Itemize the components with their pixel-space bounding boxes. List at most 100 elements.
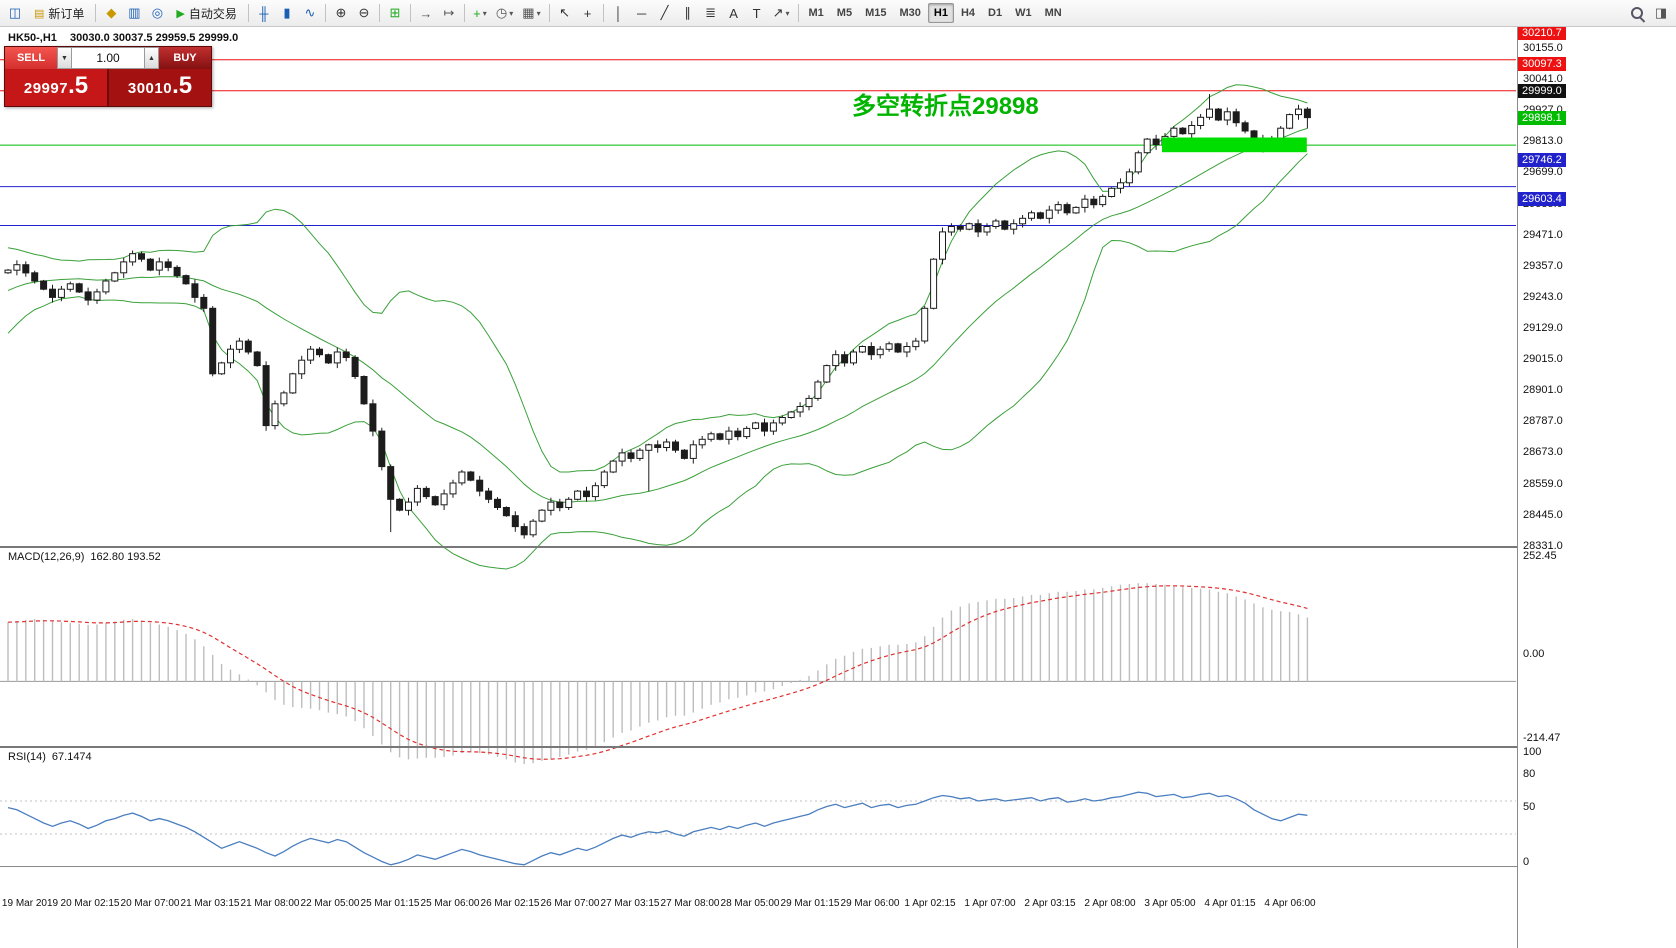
search-icon[interactable] xyxy=(1626,2,1649,24)
text-label-icon[interactable]: T xyxy=(746,2,768,24)
candle-body xyxy=(1303,108,1311,119)
timeframe-m5[interactable]: M5 xyxy=(836,7,853,19)
volume-spinner-up[interactable]: ▲ xyxy=(144,47,159,69)
candle-body xyxy=(84,291,92,301)
vertical-line-icon: │ xyxy=(614,5,623,21)
candle-body xyxy=(796,406,804,413)
candle-body xyxy=(672,441,679,451)
candle-body xyxy=(13,264,21,271)
candle-body xyxy=(1036,212,1044,219)
crosshair-icon[interactable]: + xyxy=(577,2,599,24)
panel-toggle-icon[interactable]: ◨ xyxy=(1650,2,1672,24)
candle-body xyxy=(743,427,751,438)
rsi-panel-splitter[interactable] xyxy=(0,746,1676,748)
templates-icon[interactable]: ▦ ▾ xyxy=(518,2,544,24)
chart-shift-icon[interactable]: ↦ xyxy=(438,2,460,24)
candle-body xyxy=(333,351,341,364)
macd-panel-splitter[interactable] xyxy=(0,546,1676,548)
candle-body xyxy=(1134,152,1142,173)
highlight-zone-rectangle[interactable] xyxy=(1162,137,1307,153)
buy-price-button[interactable]: 30010.5 xyxy=(109,69,211,106)
candle-body xyxy=(476,479,484,492)
candle-body xyxy=(298,359,306,375)
timeframe-h1[interactable]: H1 xyxy=(927,3,954,23)
auto-scroll-icon[interactable]: → xyxy=(415,2,437,24)
price-tag-30097.3: 30097.3 xyxy=(1518,56,1566,71)
data-window-icon[interactable]: ▥ xyxy=(123,2,145,24)
timeframe-mn[interactable]: MN xyxy=(1044,7,1062,19)
arrows-icon[interactable]: ↗ ▾ xyxy=(769,2,794,24)
bar-chart-icon[interactable]: ╫ xyxy=(253,2,275,24)
rsi-indicator-chart[interactable] xyxy=(0,775,1516,893)
chart-title: HK50-,H1 30030.0 30037.5 29959.5 29999.0 xyxy=(8,32,238,44)
timeframe-w1[interactable]: W1 xyxy=(1015,7,1032,19)
channel-icon: ∥ xyxy=(684,5,691,20)
volume-input[interactable] xyxy=(72,47,144,69)
time-axis-label: 2 Apr 08:00 xyxy=(1084,898,1136,909)
volume-dropdown-button[interactable]: ▼ xyxy=(57,47,72,69)
horizontal-line-icon[interactable]: ─ xyxy=(631,2,653,24)
candle-body xyxy=(138,253,145,260)
time-axis-label: 29 Mar 06:00 xyxy=(840,898,900,909)
tile-windows-icon[interactable]: ⊞ xyxy=(384,2,406,24)
navigator-icon[interactable]: ◎ xyxy=(146,2,168,24)
timeframe-d1[interactable]: D1 xyxy=(988,7,1003,19)
candle-body xyxy=(1019,217,1027,225)
chart-window-icon[interactable]: ◫ xyxy=(4,2,26,24)
market-watch-icon[interactable]: ◆ xyxy=(100,2,122,24)
candle-body xyxy=(1081,198,1089,208)
candle-body xyxy=(814,381,822,399)
zoom-in-icon[interactable]: ⊕ xyxy=(330,2,352,24)
candle-body xyxy=(244,340,252,353)
candle-body xyxy=(725,430,733,440)
auto-trading-button[interactable]: ▶ 自动交易 xyxy=(169,2,243,24)
channel-icon[interactable]: ∥ xyxy=(677,2,699,24)
candle-body xyxy=(449,482,457,495)
trendline-icon[interactable]: ╱ xyxy=(654,2,676,24)
price-tick-label: 28559.0 xyxy=(1523,477,1563,490)
candle-body xyxy=(431,496,439,506)
zoom-out-icon[interactable]: ⊖ xyxy=(353,2,375,24)
sell-price-button[interactable]: 29997.5 xyxy=(5,69,109,106)
arrows-icon: ↗ xyxy=(772,5,784,20)
candle-body xyxy=(894,343,902,353)
candle-body xyxy=(413,487,421,503)
candle-body xyxy=(485,490,493,500)
indicators-icon: + xyxy=(473,5,481,21)
new-order-button[interactable]: ▤ 新订单 xyxy=(27,2,91,24)
fibonacci-icon[interactable]: ≣ xyxy=(700,2,722,24)
candle-body xyxy=(289,373,297,394)
timeframe-m30[interactable]: M30 xyxy=(899,7,921,19)
chart-region[interactable]: 19 Mar 2019 20 Mar 02:15 20 Mar 07:00 21 Ma… xyxy=(0,27,1516,918)
sell-button[interactable]: SELL xyxy=(5,47,57,69)
toolbar-separator xyxy=(95,4,97,22)
line-chart-icon[interactable]: ∿ xyxy=(299,2,321,24)
bollinger-upper-band xyxy=(7,84,1308,473)
candle-body xyxy=(200,296,208,309)
main-price-chart[interactable] xyxy=(0,54,1516,573)
line-chart-icon: ∿ xyxy=(304,5,316,20)
time-axis[interactable]: 19 Mar 2019 20 Mar 02:15 20 Mar 07:00 21 Ma… xyxy=(0,894,1516,918)
timeframe-m15[interactable]: M15 xyxy=(865,7,887,19)
candle-body xyxy=(502,507,510,517)
timeframe-h4[interactable]: H4 xyxy=(960,7,975,19)
candle-body xyxy=(342,351,350,358)
price-axis[interactable]: 30155.030041.029927.029813.029699.029585… xyxy=(1517,25,1676,948)
candle-body xyxy=(645,444,653,451)
data-window-icon: ▥ xyxy=(128,5,141,20)
buy-button[interactable]: BUY xyxy=(159,47,211,69)
timeframe-m1[interactable]: M1 xyxy=(808,7,824,19)
macd-indicator-chart[interactable] xyxy=(0,575,1516,773)
text-icon[interactable]: A xyxy=(723,2,745,24)
candle-body xyxy=(761,422,768,432)
vertical-line-icon[interactable]: │ xyxy=(608,2,630,24)
cursor-icon[interactable]: ↖ xyxy=(554,2,576,24)
candle-body xyxy=(547,501,555,511)
periods-icon[interactable]: ◷ ▾ xyxy=(492,2,517,24)
indicators-icon[interactable]: + ▾ xyxy=(469,2,491,24)
candle-chart-icon[interactable]: ▮ xyxy=(276,2,298,24)
candle-body xyxy=(227,348,234,364)
candle-body xyxy=(992,220,1000,227)
new-order-icon: ▤ xyxy=(34,7,45,20)
candle-body xyxy=(778,417,786,424)
